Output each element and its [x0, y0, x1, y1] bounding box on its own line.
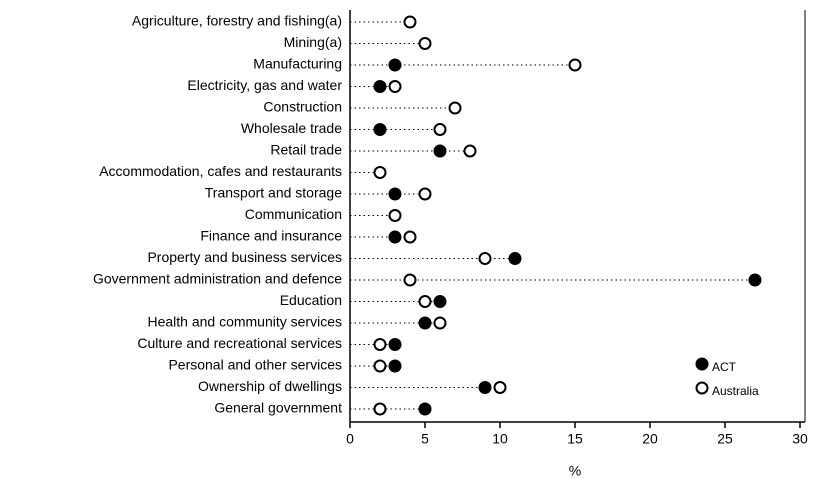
dot — [433, 316, 447, 330]
dot — [373, 402, 387, 416]
dot — [418, 187, 432, 201]
dot — [433, 144, 447, 158]
dot — [403, 273, 417, 287]
dot — [508, 252, 522, 265]
y-tick-label: Mining(a) — [284, 34, 342, 50]
y-tick-label: Personal and other services — [168, 357, 342, 373]
dot — [388, 338, 402, 351]
y-tick-label: Manufacturing — [253, 56, 342, 72]
y-tick-label: Wholesale trade — [241, 120, 342, 136]
dot — [463, 144, 477, 158]
y-tick-label: Ownership of dwellings — [198, 378, 342, 394]
legend-label: Australia — [712, 384, 759, 398]
dot — [568, 58, 582, 72]
dot — [418, 295, 432, 308]
y-tick-label: Electricity, gas and water — [187, 77, 342, 93]
x-tick-label: 25 — [717, 431, 733, 447]
legend-marker — [695, 381, 709, 395]
dot — [448, 101, 462, 115]
dot — [388, 187, 402, 201]
dot — [388, 209, 402, 222]
y-tick-label: Property and business services — [147, 249, 342, 265]
dot — [748, 273, 762, 287]
dot — [373, 359, 387, 373]
y-tick-label: General government — [214, 400, 342, 416]
dot — [388, 58, 402, 72]
y-tick-label: Finance and insurance — [200, 228, 342, 244]
dot — [493, 381, 507, 394]
dot — [478, 252, 492, 265]
y-tick-label: Education — [280, 292, 342, 308]
x-axis-label: % — [569, 463, 581, 479]
dot — [373, 166, 387, 179]
dot — [418, 37, 432, 50]
dot — [418, 402, 432, 416]
dot — [478, 381, 492, 394]
y-tick-label: Retail trade — [270, 142, 342, 158]
y-tick-label: Health and community services — [147, 314, 342, 330]
y-tick-label: Construction — [263, 99, 342, 115]
x-tick-label: 15 — [567, 431, 583, 447]
dot — [373, 338, 387, 351]
y-tick-label: Accommodation, cafes and restaurants — [99, 163, 342, 179]
dot — [373, 123, 387, 136]
legend-marker — [695, 357, 709, 371]
dot — [433, 295, 447, 308]
x-tick-label: 10 — [492, 431, 508, 447]
x-tick-label: 0 — [346, 431, 354, 447]
dot — [373, 80, 387, 93]
x-tick-label: 20 — [642, 431, 658, 447]
dot — [388, 359, 402, 373]
y-tick-label: Transport and storage — [205, 185, 342, 201]
legend-label: ACT — [712, 360, 737, 374]
y-tick-label: Agriculture, forestry and fishing(a) — [132, 13, 342, 29]
dot — [433, 123, 447, 136]
y-tick-label: Culture and recreational services — [137, 335, 342, 351]
dot — [403, 230, 417, 244]
dot — [388, 80, 402, 93]
x-tick-label: 30 — [792, 431, 808, 447]
dot — [388, 230, 402, 244]
dot — [418, 316, 432, 330]
y-tick-label: Communication — [245, 206, 342, 222]
dot — [403, 15, 417, 29]
y-tick-label: Government administration and defence — [93, 271, 342, 287]
x-tick-label: 5 — [421, 431, 429, 447]
